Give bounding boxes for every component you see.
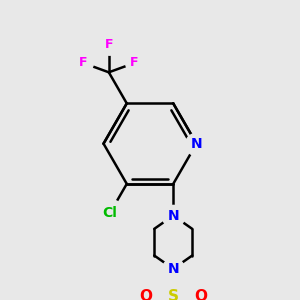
Text: O: O <box>139 289 152 300</box>
Text: F: F <box>79 56 87 69</box>
Text: N: N <box>167 262 179 276</box>
Text: Cl: Cl <box>102 206 117 220</box>
Text: S: S <box>168 289 179 300</box>
Text: F: F <box>130 56 139 69</box>
Text: N: N <box>167 208 179 223</box>
Text: O: O <box>194 289 207 300</box>
Text: N: N <box>191 136 202 151</box>
Text: F: F <box>105 38 113 51</box>
